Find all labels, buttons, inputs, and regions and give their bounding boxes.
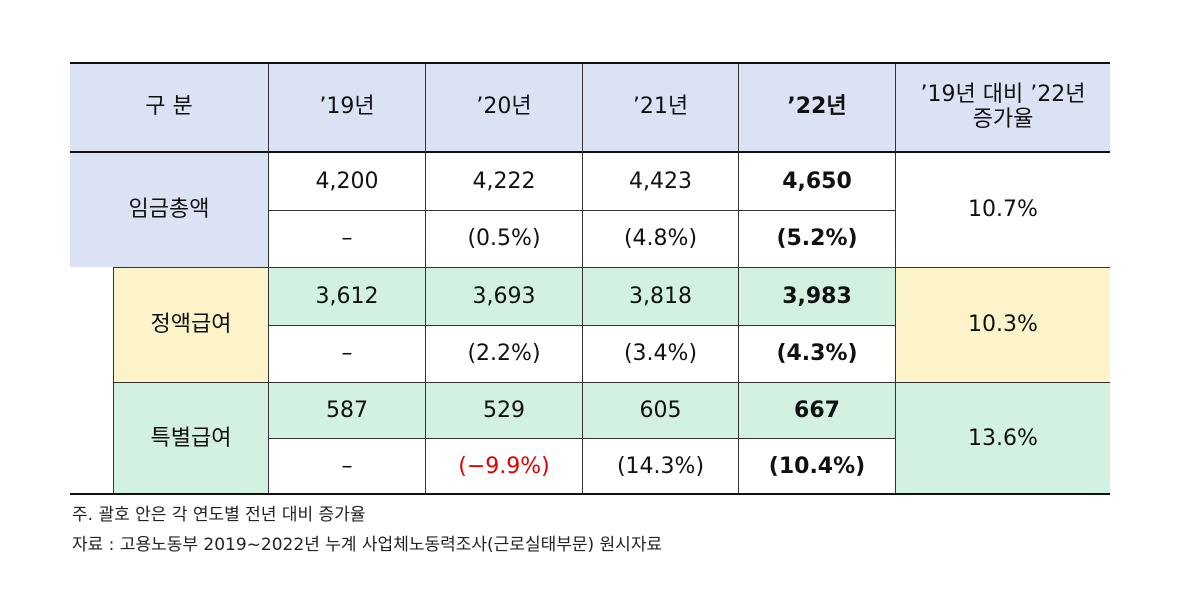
rate: (−9.9%): [425, 438, 582, 494]
rate: (4.3%): [738, 325, 895, 382]
note: 자료 : 고용노동부 2019~2022년 누계 사업체노동력조사(근로실태부문…: [72, 535, 663, 555]
header-line: 증가율: [972, 107, 1034, 132]
header-cell: ’20년: [425, 62, 582, 152]
amount: 587: [268, 382, 425, 438]
rule: [70, 151, 1110, 153]
amount: 4,423: [582, 152, 738, 210]
amount: 3,818: [582, 267, 738, 325]
rule: [70, 493, 1110, 495]
rate: (4.8%): [582, 210, 738, 267]
row-label: 정액급여: [113, 267, 268, 382]
amount: 3,983: [738, 267, 895, 325]
amount: 4,650: [738, 152, 895, 210]
amount: 3,612: [268, 267, 425, 325]
rate: (2.2%): [425, 325, 582, 382]
amount: 667: [738, 382, 895, 438]
rule: [70, 62, 1110, 64]
growth: 10.3%: [895, 267, 1110, 382]
rate: (10.4%): [738, 438, 895, 494]
header-cell: ’19년: [268, 62, 425, 152]
rate: –: [268, 210, 425, 267]
header-cell: ’21년: [582, 62, 738, 152]
header-line: ’19년 대비 ’22년: [920, 81, 1086, 107]
rate: –: [268, 438, 425, 494]
amount: 4,200: [268, 152, 425, 210]
growth: 10.7%: [895, 152, 1110, 267]
rate: (5.2%): [738, 210, 895, 267]
rate: –: [268, 325, 425, 382]
note: 주. 괄호 안은 각 연도별 전년 대비 증가율: [72, 505, 366, 525]
row-label: 임금총액: [70, 152, 268, 267]
growth: 13.6%: [895, 382, 1110, 494]
amount: 4,222: [425, 152, 582, 210]
header-cell: ’19년 대비 ’22년 증가율: [895, 62, 1110, 152]
header-cell: 구 분: [70, 62, 268, 152]
amount: 3,693: [425, 267, 582, 325]
amount: 529: [425, 382, 582, 438]
rate: (3.4%): [582, 325, 738, 382]
header-cell: ’22년: [738, 62, 895, 152]
row-label: 특별급여: [113, 382, 268, 494]
rate: (0.5%): [425, 210, 582, 267]
rate: (14.3%): [582, 438, 738, 494]
amount: 605: [582, 382, 738, 438]
